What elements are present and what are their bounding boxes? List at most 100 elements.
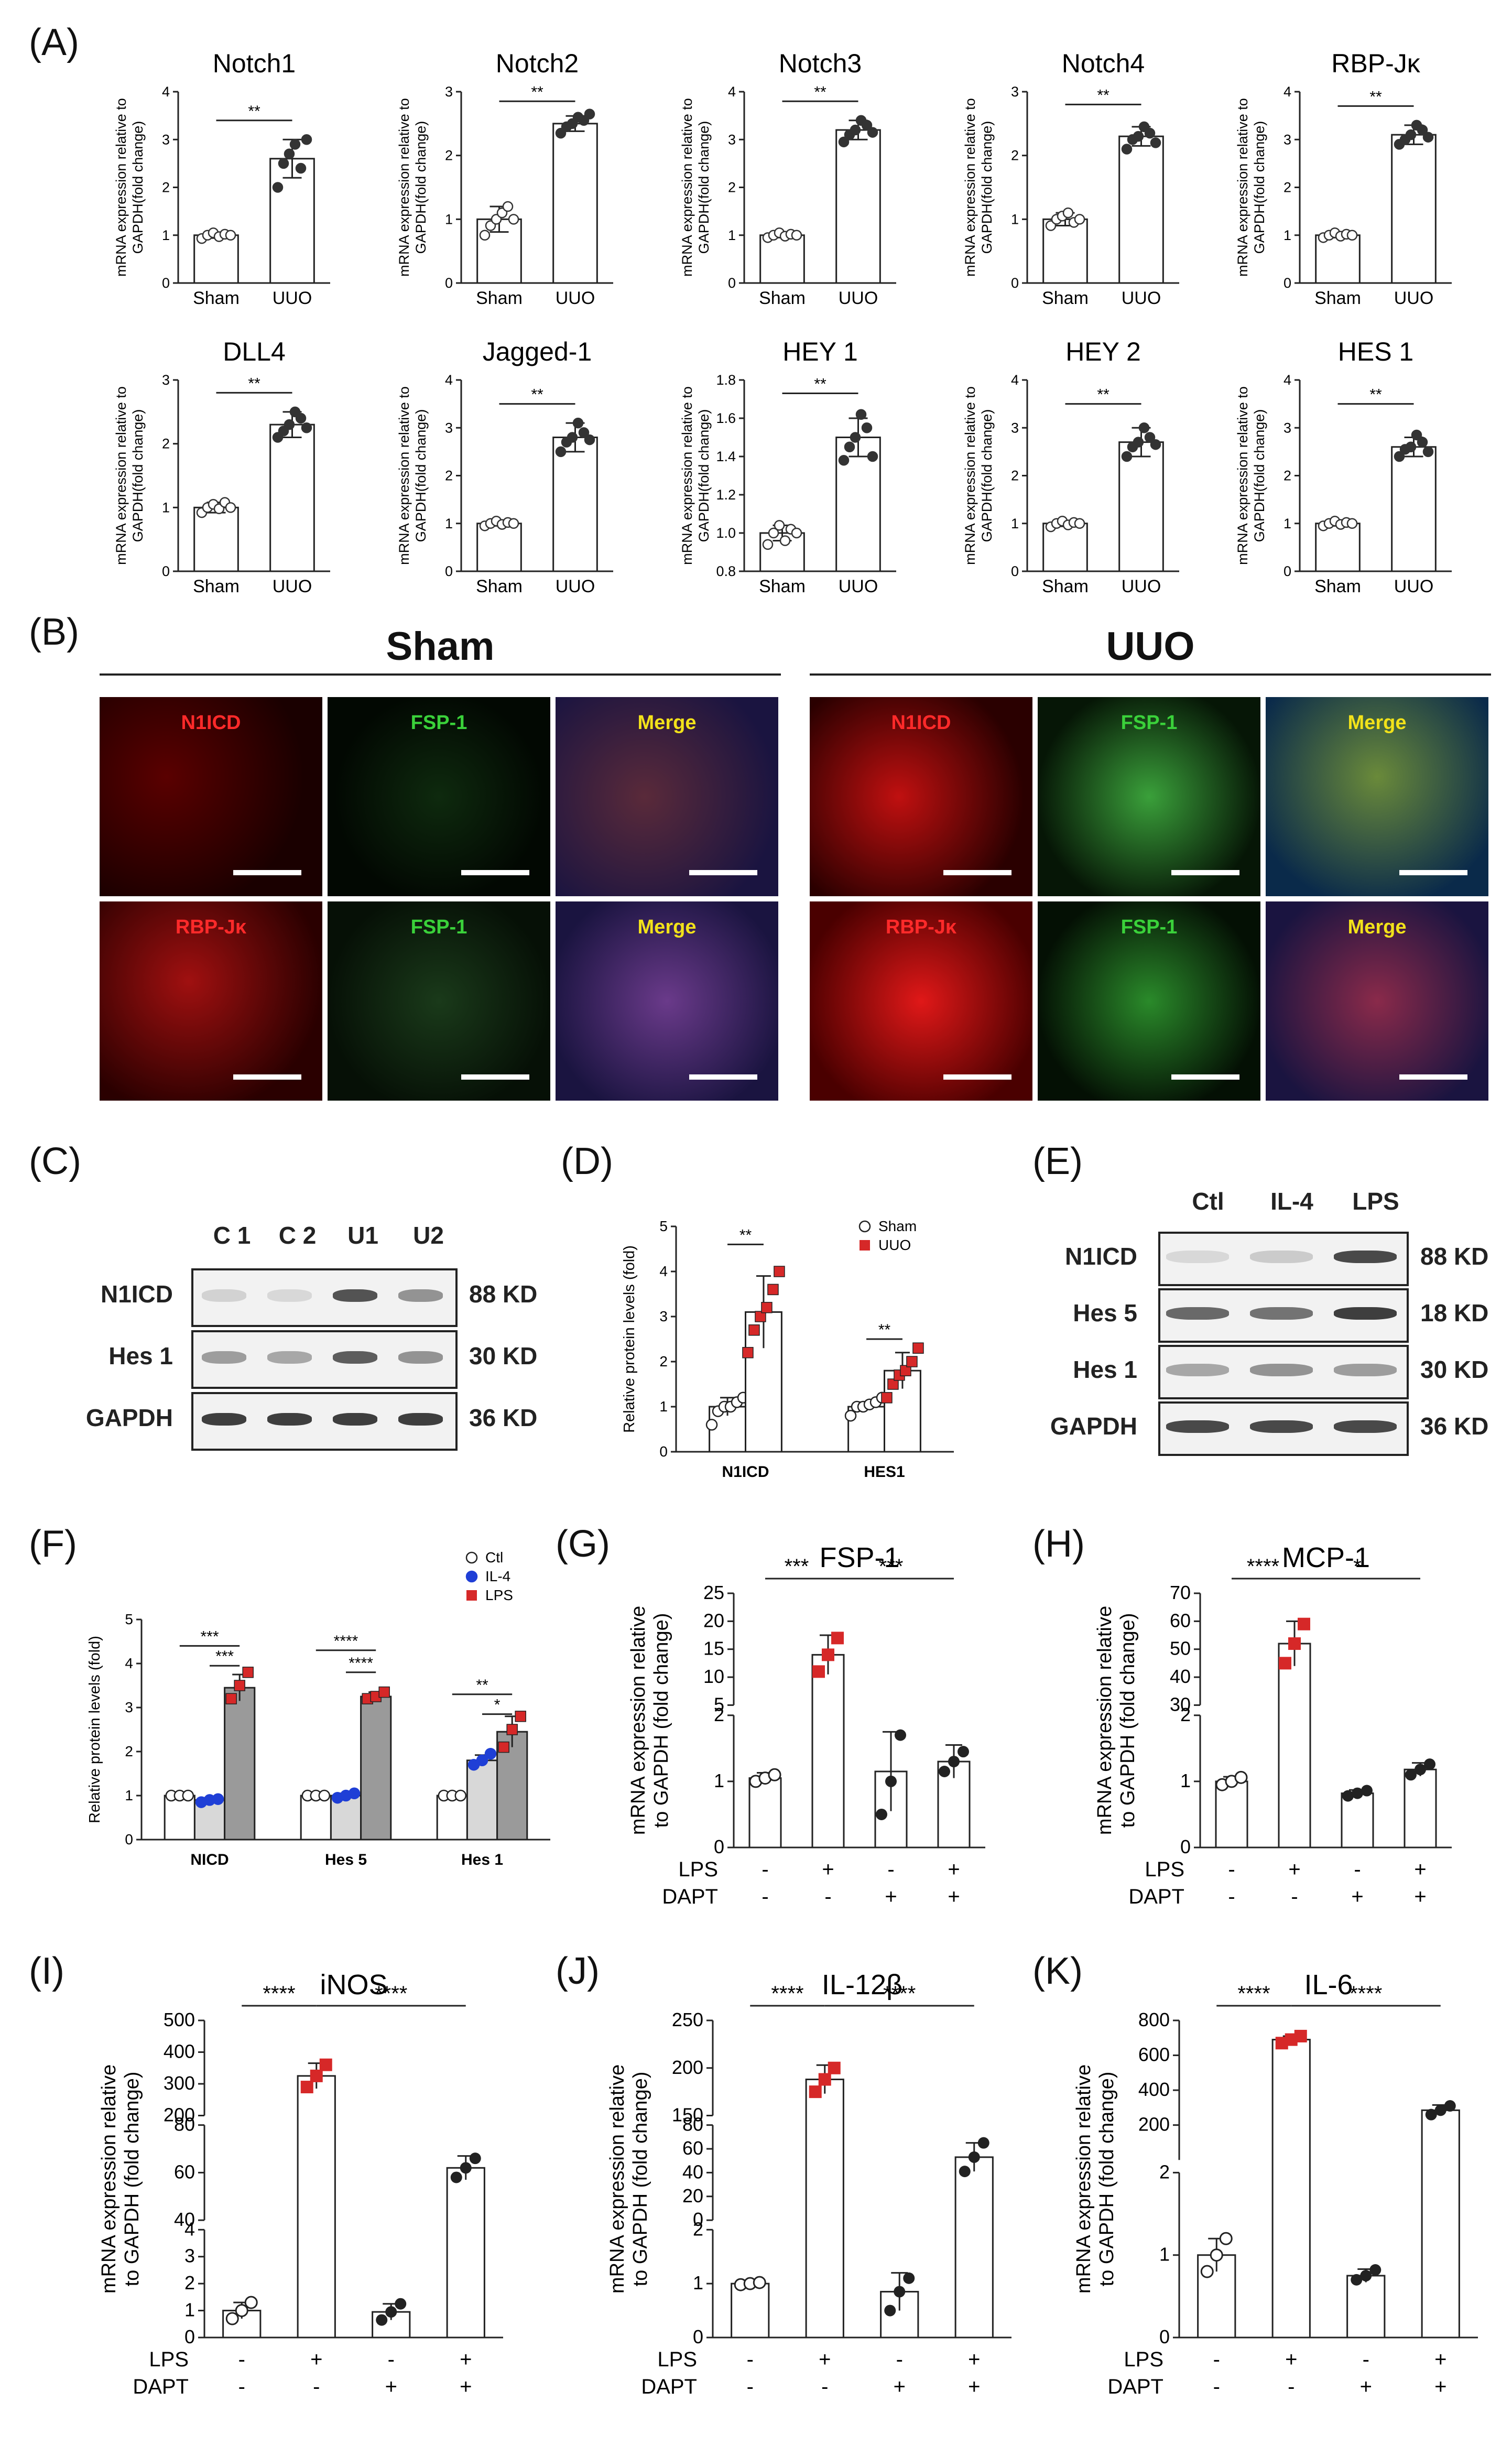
- sig-label: **: [739, 1226, 752, 1244]
- treatment-value: +: [1288, 1858, 1300, 1881]
- micrograph-sham-row2-fsp1: FSP-1: [328, 901, 550, 1101]
- treatment-label: DAPT: [641, 2375, 697, 2398]
- data-point: [895, 1729, 906, 1741]
- data-point: [818, 2073, 831, 2086]
- legend-marker: [465, 1551, 478, 1564]
- y-axis-label: mRNA expression relativeto GAPDH (fold c…: [1094, 1606, 1139, 1835]
- protein-band: [202, 1351, 246, 1364]
- sig-label: ***: [215, 1648, 234, 1665]
- sig-label: ****: [883, 1982, 916, 2005]
- data-point: [822, 1648, 834, 1661]
- chart-title: Notch1: [213, 49, 296, 78]
- data-point: [584, 108, 595, 119]
- data-point: [578, 427, 590, 438]
- treatment-value: +: [1351, 1885, 1363, 1908]
- data-point: [1405, 441, 1417, 452]
- chart-title: HES 1: [1338, 337, 1414, 366]
- data-point: [1411, 429, 1422, 441]
- protein-band: [333, 1289, 377, 1302]
- treatment-label: LPS: [1145, 1858, 1184, 1881]
- data-point: [284, 419, 295, 430]
- x-tick-label: UUO: [839, 288, 878, 308]
- data-point: [755, 1311, 766, 1322]
- data-point: [861, 119, 873, 131]
- panel-label-g: (G): [556, 1523, 610, 1565]
- treatment-value: +: [460, 2348, 472, 2371]
- data-point: [460, 2162, 472, 2174]
- data-point: [1361, 1785, 1373, 1797]
- data-point: [1346, 518, 1358, 529]
- data-point: [1121, 144, 1133, 155]
- data-point: [348, 1787, 361, 1800]
- sig-label: **: [814, 83, 826, 101]
- data-point: [1425, 2108, 1437, 2121]
- treatment-value: +: [1360, 2375, 1372, 2398]
- chart-mcp1: MCP-1 mRNA expression relativeto GAPDH (f…: [1069, 1536, 1483, 1934]
- y-tick-label: 0: [728, 275, 736, 291]
- y-tick-label: 1.0: [716, 525, 736, 541]
- sig-label: ****: [349, 1655, 373, 1672]
- y-tick-label: 1: [1283, 227, 1291, 243]
- y-tick-label: 40: [682, 2161, 703, 2182]
- y-tick-label: 2: [162, 180, 170, 195]
- data-point: [1394, 451, 1405, 462]
- bar: [811, 1654, 845, 1849]
- bar: [759, 234, 805, 284]
- y-tick-label: 2: [728, 180, 736, 195]
- scale-bar: [461, 870, 529, 875]
- treatment-value: +: [968, 2348, 980, 2371]
- y-tick-label: 1: [1180, 1770, 1191, 1791]
- y-tick-label: 150: [672, 2104, 703, 2126]
- chart-title: HEY 1: [782, 337, 858, 366]
- scale-bar: [1171, 870, 1239, 875]
- treatment-value: -: [762, 1885, 768, 1908]
- data-point: [1144, 432, 1156, 443]
- data-point: [774, 520, 785, 531]
- protein-band: [398, 1413, 443, 1426]
- band-label: N1ICD: [100, 1280, 173, 1308]
- y-tick-label: 3: [445, 84, 453, 100]
- treatment-label: DAPT: [1107, 2375, 1163, 2398]
- y-tick-label: 4: [1283, 84, 1291, 100]
- protein-band: [1166, 1364, 1229, 1376]
- treatment-value: -: [747, 2375, 754, 2398]
- band-label: Hes 1: [1073, 1356, 1137, 1383]
- y-tick-label: 0: [1011, 563, 1019, 579]
- data-point: [1417, 124, 1428, 136]
- data-point: [1298, 1617, 1310, 1630]
- x-tick-label: Hes 5: [325, 1851, 367, 1868]
- y-tick-label: 4: [445, 372, 453, 388]
- legend-marker: [466, 1590, 477, 1601]
- data-point: [939, 1765, 950, 1777]
- y-tick-label: 0: [693, 2209, 703, 2230]
- scale-bar: [1399, 1074, 1467, 1080]
- data-point: [502, 201, 514, 212]
- data-point: [1150, 137, 1161, 148]
- y-tick-label: 60: [682, 2137, 703, 2159]
- scale-bar: [943, 870, 1011, 875]
- treatment-label: DAPT: [662, 1885, 718, 1908]
- data-point: [235, 2304, 248, 2318]
- bar: [1215, 1780, 1248, 1849]
- sig-label: **: [476, 1677, 488, 1694]
- data-point: [867, 451, 878, 462]
- treatment-value: -: [1354, 1858, 1361, 1881]
- x-tick-label: Sham: [1314, 288, 1361, 308]
- treatment-value: -: [313, 2375, 320, 2398]
- y-tick-label: 0: [714, 1836, 724, 1857]
- bar: [1404, 1768, 1437, 1849]
- scale-bar: [1171, 1074, 1239, 1080]
- sig-label: *: [1353, 1555, 1362, 1578]
- chart-title: RBP-Jκ: [1331, 49, 1420, 78]
- y-tick-label: 3: [1283, 420, 1291, 436]
- y-tick-label: 3: [125, 1699, 133, 1715]
- y-tick-label: 1: [1159, 2244, 1170, 2265]
- legend-marker: [858, 1220, 871, 1233]
- chart-inos: iNOS mRNA expression relativeto GAPDH (fo…: [73, 1963, 535, 2424]
- bar: [1271, 2039, 1311, 2339]
- data-point: [881, 1392, 893, 1404]
- micrograph-label: FSP-1: [1121, 916, 1178, 938]
- blot-strip: [191, 1268, 458, 1327]
- data-point: [768, 1768, 781, 1781]
- y-tick-label: 20: [703, 1610, 724, 1631]
